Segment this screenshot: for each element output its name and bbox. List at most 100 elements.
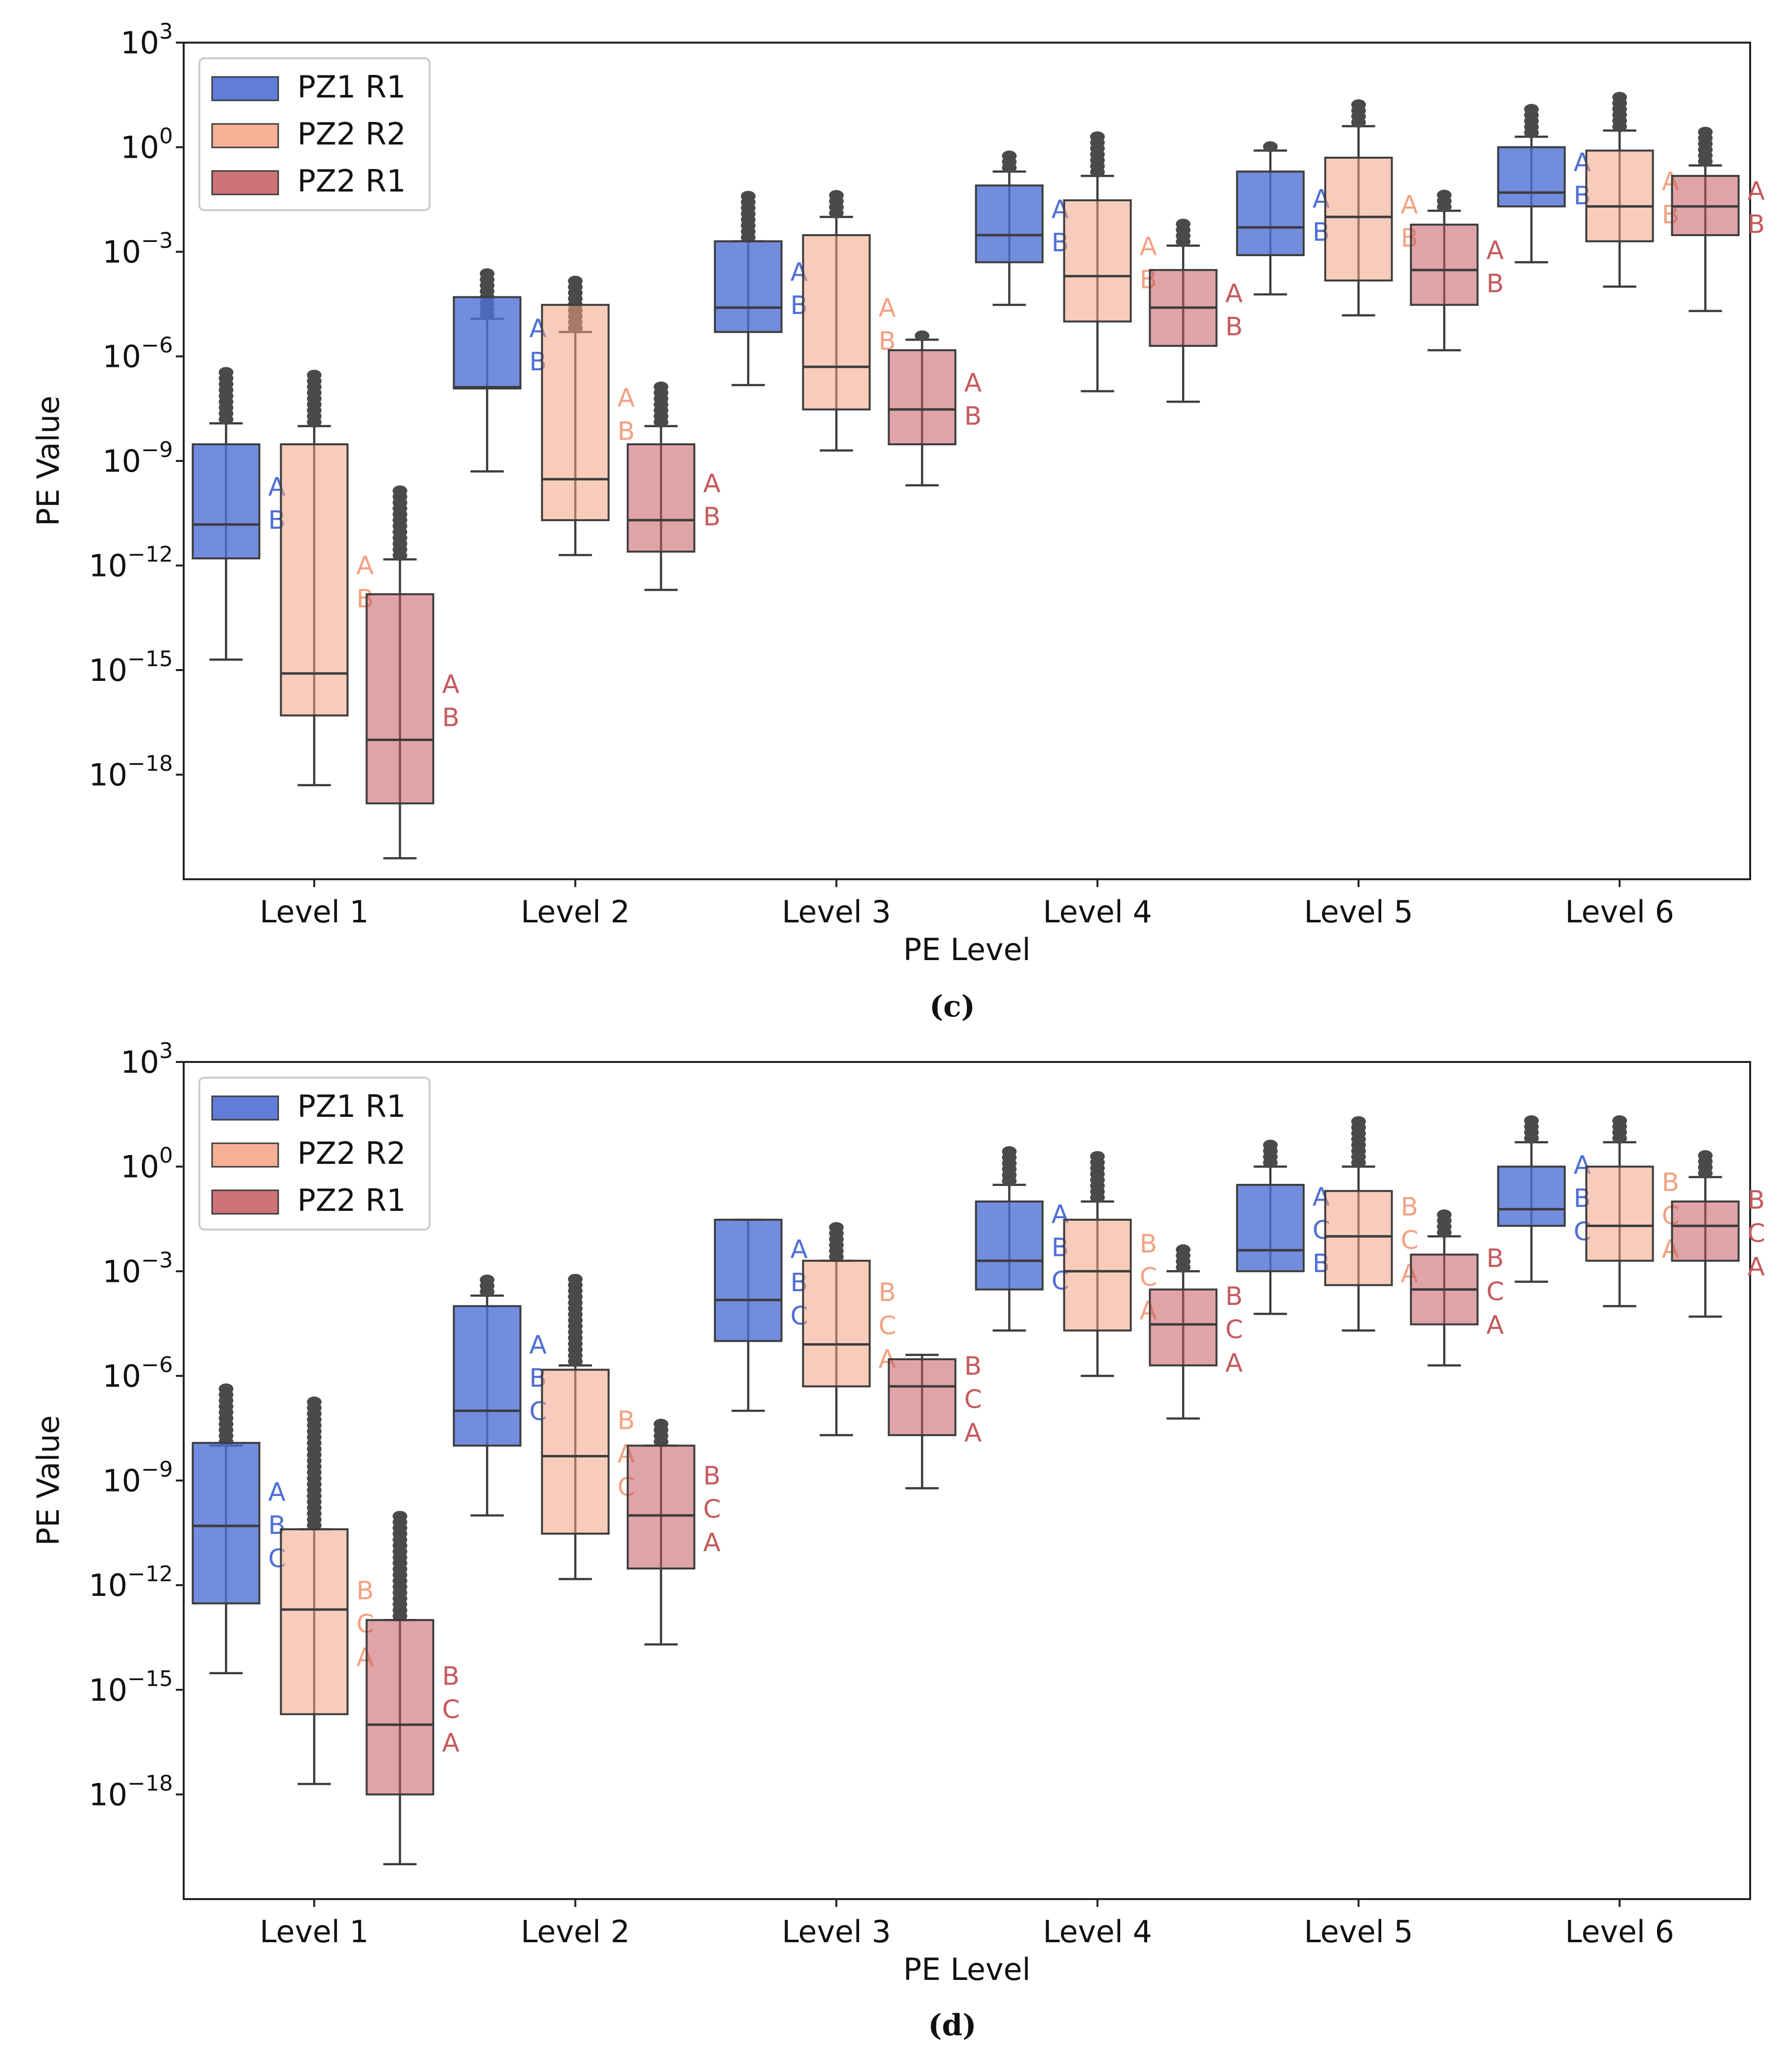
box-pz2-r1-level-4: BCA: [1149, 1244, 1243, 1420]
box-body: [1063, 1219, 1132, 1332]
y-tick-label: 10−15: [89, 1666, 173, 1708]
box-body: [1149, 1288, 1218, 1367]
box-pz2-r1-level-6: AB: [1671, 126, 1765, 313]
significance-letter: B: [964, 1351, 982, 1381]
box-body: [1497, 146, 1566, 208]
outlier-point: [307, 1397, 322, 1408]
significance-letter: A: [618, 384, 635, 413]
outlier-point: [1090, 131, 1105, 143]
box-body: [1324, 1190, 1393, 1286]
y-tick-label: 10−18: [89, 751, 173, 793]
outlier-point: [1002, 150, 1017, 162]
box-body: [975, 184, 1044, 264]
box-body: [888, 1358, 957, 1436]
box-pz2-r2-level-6: BCA: [1585, 1115, 1680, 1307]
significance-letter: B: [879, 1278, 896, 1307]
outlier-point: [1351, 99, 1366, 110]
chart-panel-c: 103 100 10−3 10−6 10−9 10−12 10−15 10−18 Level 1…: [30, 19, 1765, 967]
significance-letter: A: [703, 469, 721, 499]
outlier-point: [1524, 1115, 1539, 1126]
y-tick-label: 10−12: [89, 542, 173, 584]
box-pz2-r2-level-1: AB: [280, 369, 374, 787]
outlier-point: [1263, 1139, 1278, 1151]
y-tick-label: 10−12: [89, 1562, 173, 1603]
box-body: [1671, 1200, 1740, 1262]
box-body: [626, 1445, 696, 1570]
legend-swatch: [211, 1095, 279, 1121]
y-tick-label: 10−18: [89, 1771, 173, 1812]
significance-letter: A: [529, 1330, 547, 1360]
outlier-point: [392, 1511, 408, 1522]
significance-letter: B: [618, 1406, 635, 1436]
box-pz2-r1-level-2: BCA: [626, 1419, 721, 1646]
box-body: [1063, 199, 1132, 323]
legend-swatch: [211, 1189, 279, 1215]
legend-swatch: [211, 123, 279, 148]
significance-letter: B: [357, 1576, 374, 1606]
legend-label: PZ2 R1: [297, 1182, 406, 1218]
significance-letter: A: [1487, 1310, 1504, 1340]
box-body: [192, 443, 261, 559]
significance-letter: B: [1140, 1229, 1157, 1259]
box-pz2-r1-level-5: BCA: [1410, 1209, 1504, 1367]
significance-letter: C: [442, 1695, 460, 1724]
y-tick-label: 10−3: [102, 1248, 173, 1289]
significance-letter: B: [442, 1662, 460, 1691]
significance-letter: A: [357, 551, 374, 580]
box-pz2-r1-level-5: AB: [1410, 190, 1504, 352]
box-pz2-r2-level-5: AB: [1324, 99, 1419, 317]
significance-letter: C: [879, 1311, 896, 1341]
significance-letter: C: [1748, 1219, 1765, 1248]
significance-letter: B: [703, 503, 721, 532]
box-body: [1585, 149, 1654, 242]
outlier-point: [1524, 104, 1539, 115]
box-body: [365, 1619, 434, 1796]
x-tick-label: Level 1: [260, 894, 369, 930]
legend: PZ1 R1 PZ2 R2 PZ2 R1: [198, 57, 431, 211]
box-pz1-r1-level-2: AB: [453, 268, 547, 473]
box-body: [192, 1442, 261, 1605]
y-tick-label: 103: [120, 1038, 173, 1080]
significance-letter: B: [1401, 1192, 1419, 1222]
x-tick-label: Level 3: [782, 1914, 891, 1950]
x-tick-label: Level 5: [1304, 1914, 1413, 1950]
y-axis-label: PE Value: [30, 1415, 66, 1546]
significance-letter: A: [268, 1478, 286, 1507]
box-body: [541, 304, 610, 521]
box-pz2-r1-level-1: BCA: [365, 1511, 460, 1866]
y-tick-label: 10−3: [102, 228, 173, 270]
x-axis-label: PE Level: [903, 1952, 1031, 1987]
significance-letter: B: [1487, 269, 1504, 298]
x-tick-label: Level 1: [260, 1914, 369, 1950]
significance-letter: C: [964, 1385, 982, 1414]
box-pz1-r1-level-4: AB: [975, 150, 1069, 306]
outlier-point: [653, 381, 669, 392]
outlier-point: [1263, 141, 1278, 152]
significance-letter: C: [1401, 1226, 1419, 1255]
box-body: [365, 593, 434, 805]
significance-letter: A: [1226, 279, 1243, 309]
box-body: [802, 1259, 871, 1388]
outlier-point: [741, 191, 756, 202]
box-pz2-r2-level-5: BCA: [1324, 1116, 1419, 1332]
box-body: [1236, 170, 1305, 256]
outlier-point: [1176, 1244, 1191, 1255]
x-tick-label: Level 6: [1565, 894, 1674, 930]
significance-letter: A: [1748, 177, 1765, 206]
outlier-point: [1351, 1116, 1366, 1127]
significance-letter: A: [703, 1528, 721, 1558]
significance-letter: A: [879, 293, 896, 323]
x-tick-label: Level 4: [1043, 894, 1152, 930]
box-pz2-r2-level-4: AB: [1063, 131, 1157, 392]
box-pz2-r2-level-1: BCA: [280, 1397, 374, 1785]
significance-letter: C: [1487, 1277, 1504, 1306]
legend-label: PZ2 R2: [297, 1135, 406, 1171]
box-pz2-r2-level-4: BCA: [1063, 1151, 1157, 1377]
box-pz2-r2-level-6: AB: [1585, 92, 1680, 288]
significance-letter: A: [1748, 1252, 1765, 1281]
box-pz1-r1-level-3: AB: [714, 191, 808, 386]
box-pz1-r1-level-2: ABC: [453, 1275, 547, 1517]
box-body: [714, 240, 783, 333]
y-tick-label: 10−6: [102, 333, 173, 375]
